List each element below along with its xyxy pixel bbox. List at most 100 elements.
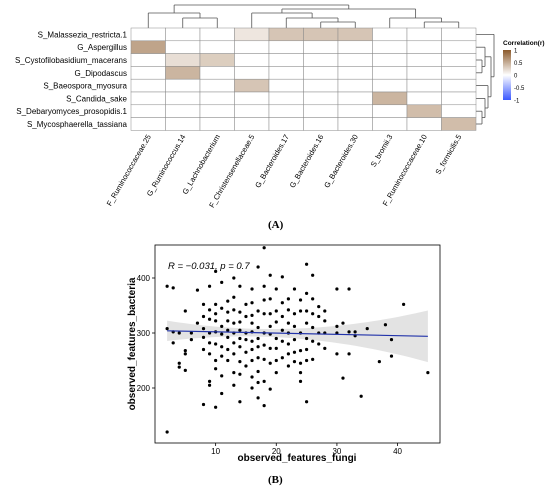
heatmap-row-label: G_Dipodascus: [75, 69, 127, 78]
scatter-point: [244, 350, 248, 354]
heatmap-row-label: S_Malassezia_restricta.1: [38, 30, 128, 39]
panel-label-a: (A): [268, 219, 284, 231]
scatter-point: [183, 368, 187, 372]
scatter-panel: 10 20 30 40 200 300 400 observed_features_fun…: [127, 244, 441, 464]
heatmap-cell: [130, 117, 166, 131]
scatter-point: [262, 404, 266, 408]
heatmap-cell: [130, 40, 166, 54]
scatter-point: [220, 332, 224, 336]
scatter-point: [232, 371, 236, 375]
scatter-point: [250, 347, 254, 352]
heatmap-cell: [303, 40, 339, 54]
scatter-point: [292, 338, 297, 342]
scatter-point: [220, 354, 224, 358]
scatter-point: [280, 301, 284, 305]
scatter-point: [165, 430, 169, 434]
scatter-point: [262, 343, 266, 347]
scatter-point: [256, 345, 260, 349]
scatter-point: [304, 336, 309, 341]
scatter-point: [262, 312, 266, 316]
scatter-point: [232, 308, 236, 312]
scatter-point: [377, 360, 381, 364]
scatter-point: [244, 314, 248, 319]
scatter-point: [232, 383, 236, 387]
scatter-point: [311, 273, 315, 277]
scatter-point: [238, 320, 242, 324]
heatmap-cell: [268, 53, 304, 67]
heatmap-cell: [234, 66, 270, 80]
row-dendrogram: [476, 34, 495, 125]
scatter-point: [220, 324, 224, 328]
scatter-point: [214, 312, 218, 316]
scatter-point: [226, 347, 230, 352]
scatter-point: [292, 360, 297, 364]
heatmap-cell: [234, 53, 270, 67]
heatmap-panel: S_Malassezia_restricta.1 G_Aspergillus S_C…: [15, 4, 545, 209]
heatmap-cell: [268, 78, 304, 93]
heatmap-cell: [199, 91, 235, 106]
scatter-points: [165, 246, 430, 434]
scatter-point: [244, 338, 248, 342]
scatter-point: [268, 273, 272, 277]
heatmap-cell: [406, 78, 442, 93]
scatter-point: [214, 342, 218, 346]
scatter-point: [298, 361, 303, 365]
scatter-point: [256, 369, 260, 374]
scatter-point: [238, 328, 242, 332]
scatter-point: [262, 246, 266, 250]
heatmap-cell: [372, 27, 408, 42]
scatter-point: [226, 335, 230, 339]
y-axis-ticks: 200 300 400: [137, 274, 155, 393]
heatmap-cell: [234, 27, 270, 42]
scatter-point: [286, 364, 291, 368]
heatmap-cell: [337, 27, 373, 42]
scatter-point: [201, 314, 206, 319]
scatter-point: [214, 302, 218, 306]
scatter-point: [268, 297, 272, 301]
scatter-point: [232, 276, 236, 280]
scatter-point: [311, 339, 315, 343]
heatmap-cell: [165, 78, 201, 93]
x-axis-label: observed_features_fungi: [238, 453, 357, 464]
heatmap-cell: [130, 53, 166, 67]
heatmap-cell: [268, 27, 304, 42]
scatter-point: [365, 327, 369, 331]
heatmap-cell: [130, 78, 166, 93]
heatmap-cell: [441, 104, 477, 118]
heatmap-cell: [199, 66, 235, 80]
heatmap-cell: [441, 40, 477, 54]
heatmap-cell: [234, 104, 270, 118]
legend-title: Correlation(r): [503, 40, 545, 47]
scatter-point: [298, 349, 303, 353]
heatmap-row-label: S_Cystofilobasidium_macerans: [15, 56, 127, 65]
scatter-point: [165, 284, 169, 288]
scatter-point: [250, 386, 254, 390]
heatmap-cell: [165, 117, 201, 131]
heatmap-column-label: G_Bacteroides.16: [288, 133, 326, 190]
scatter-point: [341, 321, 345, 325]
scatter-point: [389, 338, 394, 342]
heatmap-cell: [303, 117, 339, 131]
scatter-point: [335, 352, 339, 356]
legend-tick-label: 1: [514, 49, 518, 55]
scatter-point: [389, 354, 394, 358]
scatter-point: [286, 342, 291, 346]
scatter-point: [220, 306, 224, 310]
heatmap-row-label: S_Candida_sake: [66, 94, 127, 103]
scatter-point: [298, 379, 303, 383]
scatter-point: [347, 352, 351, 356]
scatter-point: [207, 317, 212, 321]
heatmap-cell: [337, 91, 373, 106]
heatmap-cell: [303, 66, 339, 80]
y-tick-label: 300: [137, 329, 151, 338]
scatter-point: [238, 336, 242, 341]
scatter-point: [171, 286, 175, 290]
scatter-point: [304, 358, 309, 363]
scatter-point: [292, 312, 297, 316]
scatter-point: [426, 371, 430, 375]
heatmap-cell: [372, 66, 408, 80]
scatter-point: [183, 309, 187, 313]
heatmap-cell: [372, 53, 408, 67]
scatter-point: [244, 364, 248, 368]
heatmap-cell: [406, 104, 442, 118]
